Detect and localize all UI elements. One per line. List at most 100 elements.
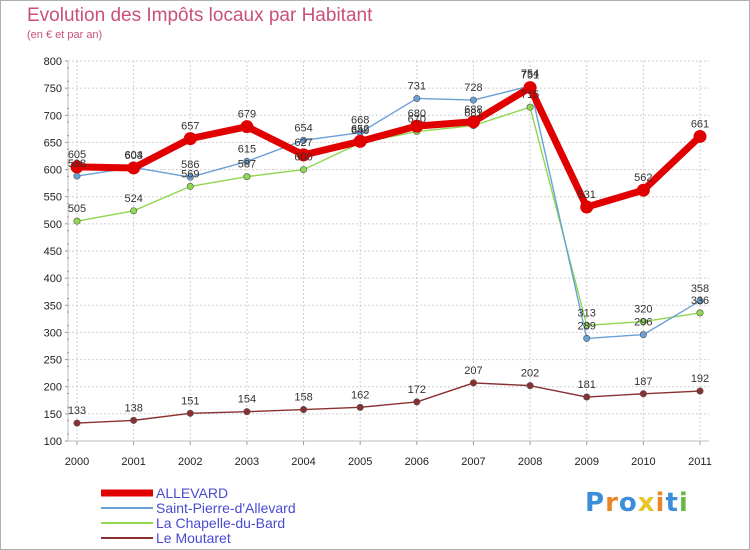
data-point xyxy=(183,132,197,146)
x-tick-label: 2010 xyxy=(631,456,655,468)
data-point xyxy=(636,183,650,197)
axes: 100 150 200 250 300 350 400 450 500 550 600 650 700 7… xyxy=(44,56,712,468)
data-label: 207 xyxy=(464,365,482,377)
y-tick-label: 700 xyxy=(44,110,62,122)
logo-letter: x xyxy=(637,488,656,518)
data-label: 649 xyxy=(351,125,369,137)
data-label: 289 xyxy=(578,320,596,332)
series-line-allevard xyxy=(73,84,704,211)
y-tick-label: 100 xyxy=(44,436,62,448)
data-point xyxy=(639,331,647,339)
data-label: 657 xyxy=(181,121,199,133)
logo-letter: P xyxy=(585,488,606,518)
data-point xyxy=(696,387,704,395)
data-label: 586 xyxy=(181,159,199,171)
data-point xyxy=(73,419,81,427)
data-point xyxy=(526,382,534,390)
series xyxy=(70,81,707,427)
y-tick-label: 450 xyxy=(44,246,62,258)
data-point xyxy=(583,334,591,342)
data-label: 154 xyxy=(238,394,256,406)
data-label: 668 xyxy=(351,115,369,127)
proxiti-logo: Proxiti xyxy=(585,488,689,518)
data-label: 587 xyxy=(238,159,256,171)
y-tick-label: 550 xyxy=(44,192,62,204)
data-point xyxy=(466,115,480,129)
data-point xyxy=(580,200,594,214)
data-label: 162 xyxy=(351,389,369,401)
y-tick-label: 150 xyxy=(44,409,62,421)
data-point xyxy=(526,103,534,111)
data-point xyxy=(243,408,251,416)
logo-letter: o xyxy=(618,488,638,518)
chart-title: Evolution des Impôts locaux par Habitant xyxy=(27,5,373,26)
legend-label: La Chapelle-du-Bard xyxy=(156,515,285,531)
y-tick-label: 350 xyxy=(44,300,62,312)
data-label: 681 xyxy=(464,108,482,120)
x-tick-label: 2006 xyxy=(405,456,429,468)
y-tick-label: 500 xyxy=(44,219,62,231)
data-point xyxy=(130,416,138,424)
data-point xyxy=(243,173,251,181)
data-label: 151 xyxy=(181,395,199,407)
data-point xyxy=(186,409,194,417)
x-tick-label: 2005 xyxy=(348,456,372,468)
logo-letter: i xyxy=(655,488,666,518)
x-tick-label: 2004 xyxy=(291,456,315,468)
data-label: 505 xyxy=(68,203,86,215)
chart-subtitle: (en € et par an) xyxy=(27,29,103,41)
data-label: 181 xyxy=(578,379,596,391)
data-point xyxy=(413,398,421,406)
data-point xyxy=(297,148,311,162)
data-label: 670 xyxy=(408,114,426,126)
x-tick-label: 2011 xyxy=(688,456,712,468)
y-tick-label: 300 xyxy=(44,327,62,339)
data-label: 313 xyxy=(578,307,596,319)
data-point xyxy=(127,161,141,175)
data-label: 588 xyxy=(68,158,86,170)
x-tick-label: 2001 xyxy=(121,456,145,468)
data-label: 187 xyxy=(634,376,652,388)
x-tick-label: 2000 xyxy=(65,456,89,468)
data-labels: 605 603 657 679 627 652 680 688 751 531 562 661 588 6… xyxy=(68,68,709,417)
x-tick-label: 2009 xyxy=(574,456,598,468)
data-label: 751 xyxy=(521,70,539,82)
data-point xyxy=(469,96,477,104)
legend-label: ALLEVARD xyxy=(156,485,228,501)
data-label: 138 xyxy=(124,402,142,414)
y-tick-label: 600 xyxy=(44,165,62,177)
data-point xyxy=(696,297,704,305)
data-point xyxy=(523,81,537,95)
legend-label: Le Moutaret xyxy=(156,530,231,546)
logo-letter: t xyxy=(665,488,679,518)
data-label: 679 xyxy=(238,109,256,121)
data-label: 569 xyxy=(181,168,199,180)
data-label: 604 xyxy=(124,149,142,161)
logo-letter: i xyxy=(678,488,689,518)
x-tick-label: 2003 xyxy=(235,456,259,468)
data-label: 192 xyxy=(691,373,709,385)
y-tick-label: 200 xyxy=(44,382,62,394)
data-point xyxy=(469,379,477,387)
data-label: 652 xyxy=(351,123,369,135)
data-label: 531 xyxy=(578,189,596,201)
series-line-le-moutaret xyxy=(76,382,701,424)
data-label: 524 xyxy=(124,193,142,205)
data-point xyxy=(186,182,194,190)
data-point xyxy=(243,157,251,165)
data-point xyxy=(413,94,421,102)
data-point xyxy=(70,160,84,174)
x-tick-label: 2002 xyxy=(178,456,202,468)
data-point xyxy=(130,207,138,215)
data-label: 336 xyxy=(691,295,709,307)
data-label: 320 xyxy=(634,304,652,316)
data-label: 133 xyxy=(68,405,86,417)
data-label: 715 xyxy=(521,89,539,101)
data-point xyxy=(639,390,647,398)
data-point xyxy=(583,393,591,401)
data-label: 158 xyxy=(294,392,312,404)
data-label: 754 xyxy=(521,68,539,80)
data-label: 296 xyxy=(634,317,652,329)
